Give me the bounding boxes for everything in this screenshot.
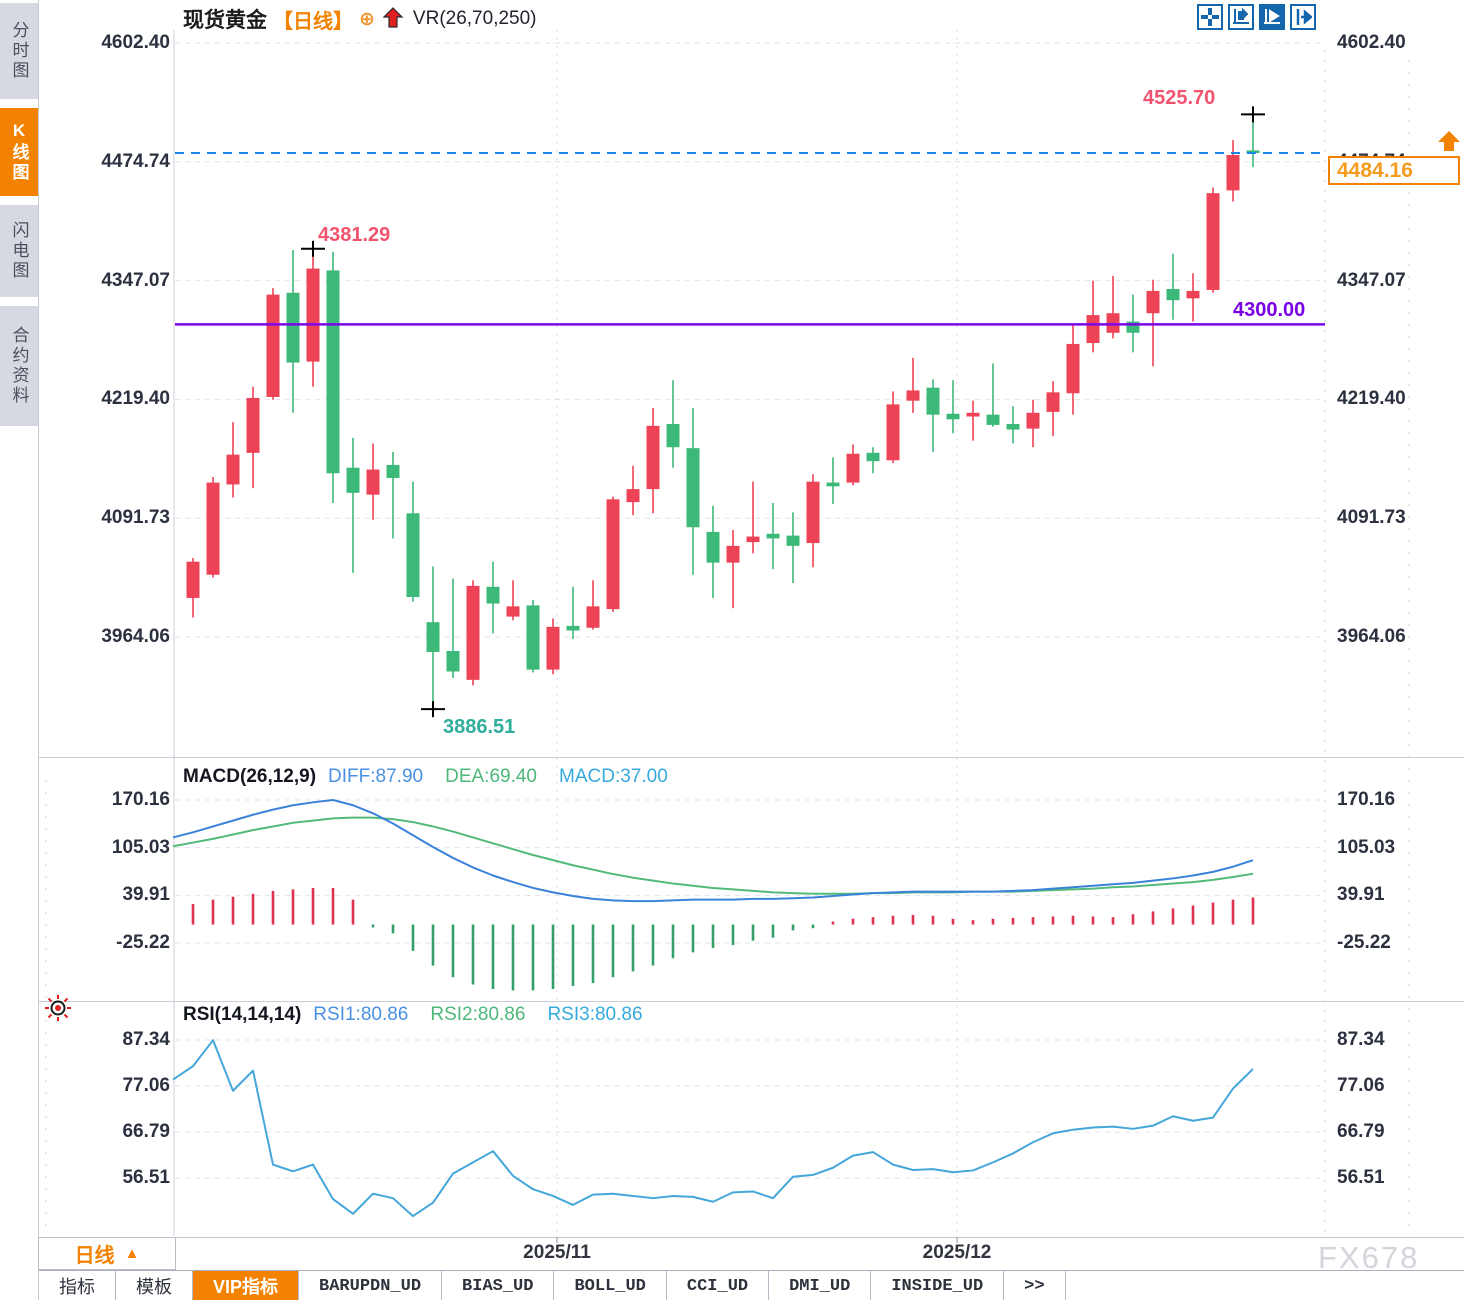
current-price-value: 4484.16 — [1337, 158, 1413, 182]
sidebar-item-3[interactable]: 闪电图 — [0, 205, 38, 297]
bottom-tab-8[interactable]: DMI_UD — [769, 1271, 872, 1300]
bottom-tab-10[interactable]: >> — [1004, 1271, 1066, 1300]
sidebar-item-1[interactable]: 分时图 — [0, 3, 38, 99]
price-up-marker-icon — [1438, 131, 1460, 151]
bottom-tab-5[interactable]: BIAS_UD — [442, 1271, 555, 1300]
sidebar-item-4[interactable]: 合约资料 — [0, 306, 38, 426]
indicator-tab-bar: 指标 模板 VIP指标 BARUPDN_UD BIAS_UD BOLL_UD CCI_UD D… — [39, 1270, 1464, 1300]
main-y-tick: 4219.40 — [1337, 388, 1406, 410]
axis-cursor-icon[interactable] — [1259, 4, 1285, 30]
chevron-up-icon: ▲ — [124, 1245, 140, 1262]
bottom-tab-6[interactable]: BOLL_UD — [554, 1271, 667, 1300]
sidebar-item-2[interactable]: K线图 — [0, 108, 38, 196]
rsi-y-tick: 66.79 — [122, 1120, 170, 1142]
rsi2-value: RSI2:80.86 — [430, 1004, 526, 1025]
macd-dea-value: DEA:69.40 — [445, 766, 537, 787]
rsi-y-tick: 56.51 — [122, 1167, 170, 1188]
main-y-tick: 4602.40 — [1337, 32, 1406, 53]
main-y-tick: 4347.07 — [1337, 269, 1406, 291]
macd-header: MACD(26,12,9) DIFF:87.90 DEA:69.40 MACD:… — [183, 764, 668, 790]
main-y-tick: 4474.74 — [101, 150, 170, 172]
bottom-tab-7[interactable]: CCI_UD — [666, 1271, 770, 1300]
macd-y-tick: 105.03 — [111, 836, 170, 858]
bottom-tab-3[interactable]: VIP指标 — [193, 1271, 300, 1300]
move-icon[interactable] — [1197, 4, 1223, 30]
macd-y-tick: 170.16 — [111, 789, 170, 810]
bottom-tab-4[interactable]: BARUPDN_UD — [299, 1271, 443, 1300]
current-price-tag: 4484.16 — [1328, 156, 1460, 185]
hline-price-label: 4300.00 — [1233, 299, 1306, 321]
vr-indicator-label: VR(26,70,250) — [412, 8, 537, 29]
rsi-title: RSI(14,14,14) — [183, 1004, 302, 1025]
main-y-tick: 4091.73 — [1337, 507, 1406, 529]
macd-diff-value: DIFF:87.90 — [328, 766, 424, 787]
swing-low-label: 3886.51 — [443, 716, 516, 738]
bottom-tab-2[interactable]: 模板 — [116, 1271, 193, 1300]
rsi-y-tick: 87.34 — [1337, 1029, 1385, 1050]
bottom-tab-1[interactable]: 指标 — [39, 1271, 116, 1300]
sidebar: 分时图 K线图闪电图合约资料 — [0, 0, 39, 1300]
swing-high-label: 4381.29 — [318, 224, 391, 246]
exit-right-icon[interactable] — [1290, 4, 1316, 30]
macd-y-tick: -25.22 — [1337, 932, 1391, 953]
main-y-tick: 4347.07 — [101, 269, 170, 291]
date-tick-label: 2025/11 — [523, 1242, 591, 1263]
rsi-header: RSI(14,14,14) RSI1:80.86 RSI2:80.86 RSI3… — [183, 1002, 643, 1028]
buy-arrow-icon — [382, 7, 404, 28]
main-y-tick: 3964.06 — [1337, 626, 1406, 647]
rsi-y-tick: 56.51 — [1337, 1167, 1385, 1188]
rsi3-value: RSI3:80.86 — [547, 1004, 643, 1025]
axis-pan-icon[interactable] — [1228, 4, 1254, 30]
rsi-y-tick: 77.06 — [122, 1075, 170, 1096]
date-tick-label: 2025/12 — [922, 1242, 992, 1263]
add-indicator-icon[interactable]: ⊕ — [359, 8, 375, 30]
watermark: FX678 — [1318, 1240, 1420, 1275]
period-selector-button[interactable]: 日线 ▲ — [38, 1237, 176, 1270]
macd-y-tick: 39.91 — [1337, 884, 1385, 906]
main-y-tick: 3964.06 — [101, 626, 170, 647]
bottom-tab-9[interactable]: INSIDE_UD — [871, 1271, 1005, 1300]
macd-macd-value: MACD:37.00 — [559, 766, 668, 787]
macd-title: MACD(26,12,9) — [183, 766, 317, 787]
rsi-y-tick: 66.79 — [1337, 1120, 1385, 1142]
macd-y-tick: 170.16 — [1337, 789, 1396, 810]
main-y-tick: 4219.40 — [101, 388, 170, 410]
macd-y-tick: 105.03 — [1337, 836, 1396, 858]
chart-header: 现货黄金 【日线】 ⊕ VR(26,70,250) — [183, 6, 537, 33]
panel-separator — [0, 1001, 1464, 1002]
panel-separator — [0, 757, 1464, 758]
symbol-title: 现货黄金 — [183, 9, 267, 32]
latest-high-label: 4525.70 — [1143, 87, 1216, 109]
indicator-settings-icon[interactable] — [44, 994, 72, 1022]
rsi1-value: RSI1:80.86 — [313, 1004, 409, 1025]
rsi-y-tick: 77.06 — [1337, 1075, 1385, 1096]
period-selector-label: 日线 — [74, 1245, 115, 1267]
period-tag[interactable]: 【日线】 — [273, 10, 353, 33]
time-axis-row — [0, 1237, 1464, 1271]
rsi-y-tick: 87.34 — [122, 1029, 170, 1050]
main-y-tick: 4602.40 — [101, 32, 170, 53]
main-y-tick: 4091.73 — [101, 507, 170, 529]
macd-y-tick: 39.91 — [122, 884, 170, 906]
macd-y-tick: -25.22 — [116, 932, 170, 953]
